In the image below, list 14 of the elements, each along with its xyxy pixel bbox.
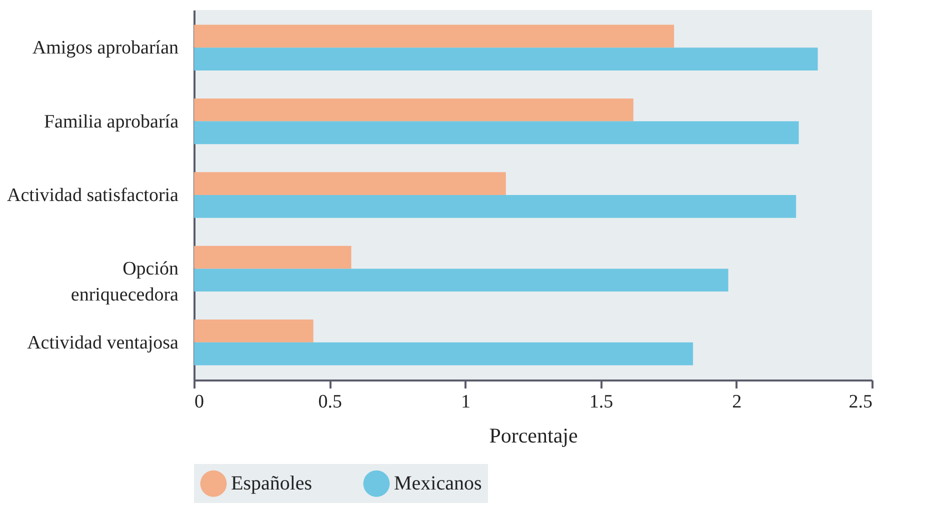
legend-label: Mexicanos (394, 472, 482, 495)
y-tick-label: Opción enriquecedora (70, 258, 180, 306)
x-tick-label: 1 (460, 392, 470, 412)
y-tick-label: Actividad ventajosa (27, 332, 180, 354)
x-tick-label: 2.5 (848, 392, 872, 412)
y-tick-label: Actividad satisfactoria (7, 185, 180, 206)
x-axis-title: Porcentaje (489, 424, 578, 448)
legend-label: Españoles (231, 472, 312, 495)
y-tick-label: Familia aprobaría (44, 111, 180, 132)
x-tick-label: 0 (194, 392, 204, 412)
x-tick-label: 2 (732, 392, 742, 412)
x-tick-label: 1.5 (589, 392, 614, 412)
x-tick-label: 0.5 (318, 392, 342, 412)
y-tick-label: Amigos aprobarían (32, 38, 179, 59)
